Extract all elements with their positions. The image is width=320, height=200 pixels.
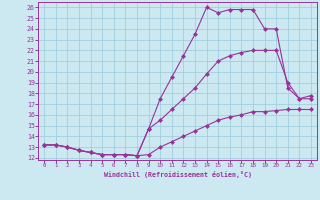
X-axis label: Windchill (Refroidissement éolien,°C): Windchill (Refroidissement éolien,°C) [104, 171, 252, 178]
